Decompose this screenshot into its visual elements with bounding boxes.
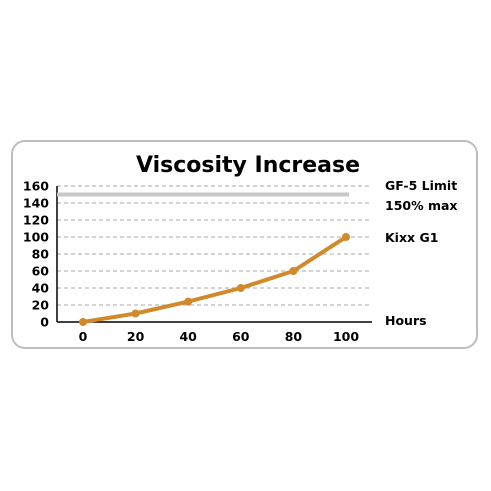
y-tick-label: 40 bbox=[32, 281, 50, 296]
series-label: Kixx G1 bbox=[385, 230, 438, 245]
y-tick-label: 120 bbox=[23, 213, 49, 228]
series-line bbox=[81, 235, 348, 324]
axes bbox=[56, 186, 372, 323]
chart-title: Viscosity Increase bbox=[136, 153, 360, 178]
x-tick-label: 0 bbox=[79, 329, 88, 344]
grid-lines bbox=[57, 185, 372, 306]
limit-label-line2: 150% max bbox=[385, 198, 458, 213]
chart-card bbox=[11, 140, 478, 349]
y-tick-label: 160 bbox=[23, 179, 49, 194]
y-tick-label: 100 bbox=[23, 230, 49, 245]
side-labels: GF-5 Limit 150% max Kixx G1 Hours bbox=[385, 178, 458, 328]
y-tick-label: 140 bbox=[23, 196, 49, 211]
y-tick-label: 80 bbox=[32, 247, 50, 262]
x-tick-label: 20 bbox=[127, 329, 145, 344]
x-axis-label: Hours bbox=[385, 313, 427, 328]
y-tick-label: 20 bbox=[32, 298, 50, 313]
x-tick-label: 100 bbox=[333, 329, 359, 344]
data-point bbox=[342, 233, 350, 241]
y-tick-label: 60 bbox=[32, 264, 50, 279]
series-group bbox=[79, 233, 350, 326]
data-point bbox=[289, 267, 298, 275]
data-point bbox=[79, 318, 87, 326]
x-tick-label: 40 bbox=[179, 329, 197, 344]
data-point bbox=[184, 297, 193, 306]
data-point bbox=[236, 284, 245, 292]
data-point bbox=[131, 309, 140, 318]
y-tick-label: 0 bbox=[40, 315, 49, 330]
x-tick-label: 60 bbox=[232, 329, 250, 344]
x-tick-label: 80 bbox=[285, 329, 303, 344]
limit-label-line1: GF-5 Limit bbox=[385, 178, 457, 193]
y-tick-labels: 0 20 40 60 80 100 120 140 160 bbox=[23, 179, 49, 330]
x-tick-labels: 0 20 40 60 80 100 bbox=[79, 329, 360, 344]
